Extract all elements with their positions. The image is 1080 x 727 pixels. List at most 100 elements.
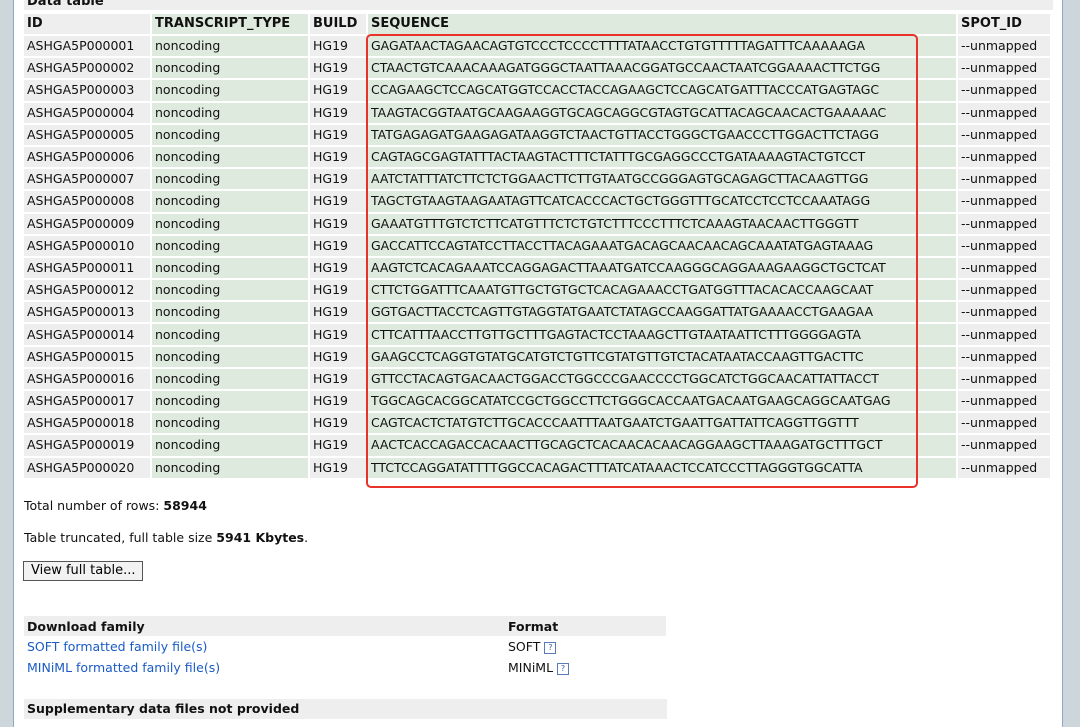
- cell-sequence: CTTCTGGATTTCAAATGTTGCTGTGCTCACAGAAACCTGA…: [368, 280, 956, 301]
- cell-build: HG19: [310, 457, 366, 478]
- cell-transcript-type: noncoding: [152, 457, 308, 478]
- cell-build: HG19: [310, 413, 366, 434]
- cell-id: ASHGA5P000001: [24, 36, 150, 57]
- cell-build: HG19: [310, 435, 366, 456]
- table-size-value: 5941 Kbytes: [216, 530, 305, 545]
- column-header-transcript-type: TRANSCRIPT_TYPE: [152, 14, 308, 34]
- download-family-header: Download family: [24, 616, 505, 636]
- cell-transcript-type: noncoding: [152, 413, 308, 434]
- section-title: Data table: [24, 0, 1053, 10]
- data-table: ID TRANSCRIPT_TYPE BUILD SEQUENCE SPOT_I…: [22, 12, 1052, 480]
- cell-id: ASHGA5P000002: [24, 58, 150, 79]
- cell-sequence: GACCATTCCAGTATCCTTACCTTACAGAAATGACAGCAAC…: [368, 235, 956, 256]
- cell-spot-id: --unmapped: [958, 346, 1050, 367]
- cell-id: ASHGA5P000005: [24, 124, 150, 145]
- table-row: ASHGA5P000006 noncoding HG19 CAGTAGCGAGTATT…: [24, 146, 1050, 168]
- cell-spot-id: --unmapped: [958, 58, 1050, 79]
- cell-spot-id: --unmapped: [958, 391, 1050, 412]
- table-row: ASHGA5P000003 noncoding HG19 CCAGAAGCTCCAGC…: [24, 80, 1050, 101]
- cell-transcript-type: noncoding: [152, 124, 308, 145]
- miniml-family-file-link[interactable]: MINiML formatted family file(s): [27, 660, 221, 675]
- cell-spot-id: --unmapped: [958, 302, 1050, 323]
- cell-spot-id: --unmapped: [958, 435, 1050, 456]
- view-full-table-button[interactable]: View full table...: [23, 561, 144, 581]
- cell-spot-id: --unmapped: [958, 324, 1050, 345]
- cell-id: ASHGA5P000016: [24, 368, 150, 389]
- cell-id: ASHGA5P000003: [24, 80, 150, 101]
- truncated-label: Table truncated, full table size: [24, 530, 213, 545]
- cell-id: ASHGA5P000015: [24, 346, 150, 367]
- cell-sequence: AATCTATTTATCTTCTCTGGAACTTCTTGTAATGCCGGGA…: [368, 169, 956, 190]
- cell-sequence: TATGAGAGATGAAGAGATAAGGTCTAACTGTTACCTGGGC…: [368, 124, 956, 145]
- cell-transcript-type: noncoding: [152, 257, 308, 279]
- cell-build: HG19: [310, 36, 366, 57]
- cell-build: HG19: [310, 191, 366, 212]
- cell-transcript-type: noncoding: [152, 191, 308, 212]
- cell-sequence: CTTCATTTAACCTTGTTGCTTTGAGTACTCCTAAAGCTTG…: [368, 324, 956, 345]
- table-row: ASHGA5P000001 noncoding HG19 GAGATAACTAGAAC…: [24, 36, 1050, 57]
- cell-build: HG19: [310, 80, 366, 101]
- cell-build: HG19: [310, 213, 366, 234]
- cell-spot-id: --unmapped: [958, 124, 1050, 145]
- cell-transcript-type: noncoding: [152, 80, 308, 101]
- table-truncated-note: Table truncated, full table size 5941 Kb…: [24, 530, 308, 545]
- format-miniml: MINiML: [508, 660, 554, 675]
- cell-spot-id: --unmapped: [958, 80, 1050, 101]
- total-rows: Total number of rows: 58944: [24, 498, 207, 513]
- cell-spot-id: --unmapped: [958, 146, 1050, 168]
- table-row: ASHGA5P000015 noncoding HG19 GAAGCCTCAGGTGT…: [24, 346, 1050, 367]
- cell-sequence: CCAGAAGCTCCAGCATGGTCCACCTACCAGAAGCTCCAGC…: [368, 80, 956, 101]
- column-header-sequence: SEQUENCE: [368, 14, 956, 34]
- cell-transcript-type: noncoding: [152, 302, 308, 323]
- cell-sequence: AACTCACCAGACCACAACTTGCAGCTCACAACACAACAGG…: [368, 435, 956, 456]
- total-rows-label: Total number of rows:: [24, 498, 160, 513]
- soft-family-file-link[interactable]: SOFT formatted family file(s): [27, 639, 208, 654]
- supplementary-note: Supplementary data files not provided: [24, 699, 667, 719]
- question-icon[interactable]: ?: [544, 642, 557, 654]
- cell-transcript-type: noncoding: [152, 391, 308, 412]
- total-rows-value: 58944: [163, 498, 207, 513]
- cell-transcript-type: noncoding: [152, 102, 308, 123]
- cell-sequence: TGGCAGCACGGCATATCCGCTGGCCTTCTGGGCACCAATG…: [368, 391, 956, 412]
- cell-spot-id: --unmapped: [958, 413, 1050, 434]
- cell-transcript-type: noncoding: [152, 169, 308, 190]
- cell-sequence: TAGCTGTAAGTAAGAATAGTTCATCACCCACTGCTGGGTT…: [368, 191, 956, 212]
- cell-spot-id: --unmapped: [958, 191, 1050, 212]
- cell-build: HG19: [310, 257, 366, 279]
- table-row: ASHGA5P000002 noncoding HG19 CTAACTGTCAAACA…: [24, 58, 1050, 79]
- cell-id: ASHGA5P000009: [24, 213, 150, 234]
- cell-sequence: GGTGACTTACCTCAGTTGTAGGTATGAATCTATAGCCAAG…: [368, 302, 956, 323]
- cell-spot-id: --unmapped: [958, 235, 1050, 256]
- cell-build: HG19: [310, 391, 366, 412]
- cell-sequence: CTAACTGTCAAACAAAGATGGGCTAATTAAACGGATGCCA…: [368, 58, 956, 79]
- cell-transcript-type: noncoding: [152, 346, 308, 367]
- cell-id: ASHGA5P000004: [24, 102, 150, 123]
- cell-spot-id: --unmapped: [958, 169, 1050, 190]
- cell-spot-id: --unmapped: [958, 280, 1050, 301]
- cell-build: HG19: [310, 324, 366, 345]
- download-row-miniml: MINiML formatted family file(s) MINiML?: [24, 657, 666, 678]
- column-header-build: BUILD: [310, 14, 366, 34]
- cell-id: ASHGA5P000017: [24, 391, 150, 412]
- cell-sequence: GAAGCCTCAGGTGTATGCATGTCTGTTCGTATGTTGTCTA…: [368, 346, 956, 367]
- cell-build: HG19: [310, 169, 366, 190]
- cell-transcript-type: noncoding: [152, 435, 308, 456]
- cell-id: ASHGA5P000011: [24, 257, 150, 279]
- cell-sequence: TAAGTACGGTAATGCAAGAAGGTGCAGCAGGCGTAGTGCA…: [368, 102, 956, 123]
- format-soft: SOFT: [508, 639, 541, 654]
- cell-transcript-type: noncoding: [152, 146, 308, 168]
- cell-build: HG19: [310, 58, 366, 79]
- table-row: ASHGA5P000005 noncoding HG19 TATGAGAGATGAAG…: [24, 124, 1050, 145]
- download-row-soft: SOFT formatted family file(s) SOFT?: [24, 636, 666, 657]
- cell-spot-id: --unmapped: [958, 368, 1050, 389]
- column-header-spot-id: SPOT_ID: [958, 14, 1050, 34]
- cell-id: ASHGA5P000013: [24, 302, 150, 323]
- question-icon[interactable]: ?: [557, 663, 570, 675]
- cell-sequence: GAGATAACTAGAACAGTGTCCCTCCCCTTTTATAACCTGT…: [368, 36, 956, 57]
- left-frame-border: [0, 0, 14, 727]
- cell-transcript-type: noncoding: [152, 58, 308, 79]
- cell-build: HG19: [310, 235, 366, 256]
- cell-id: ASHGA5P000008: [24, 191, 150, 212]
- cell-spot-id: --unmapped: [958, 213, 1050, 234]
- cell-transcript-type: noncoding: [152, 36, 308, 57]
